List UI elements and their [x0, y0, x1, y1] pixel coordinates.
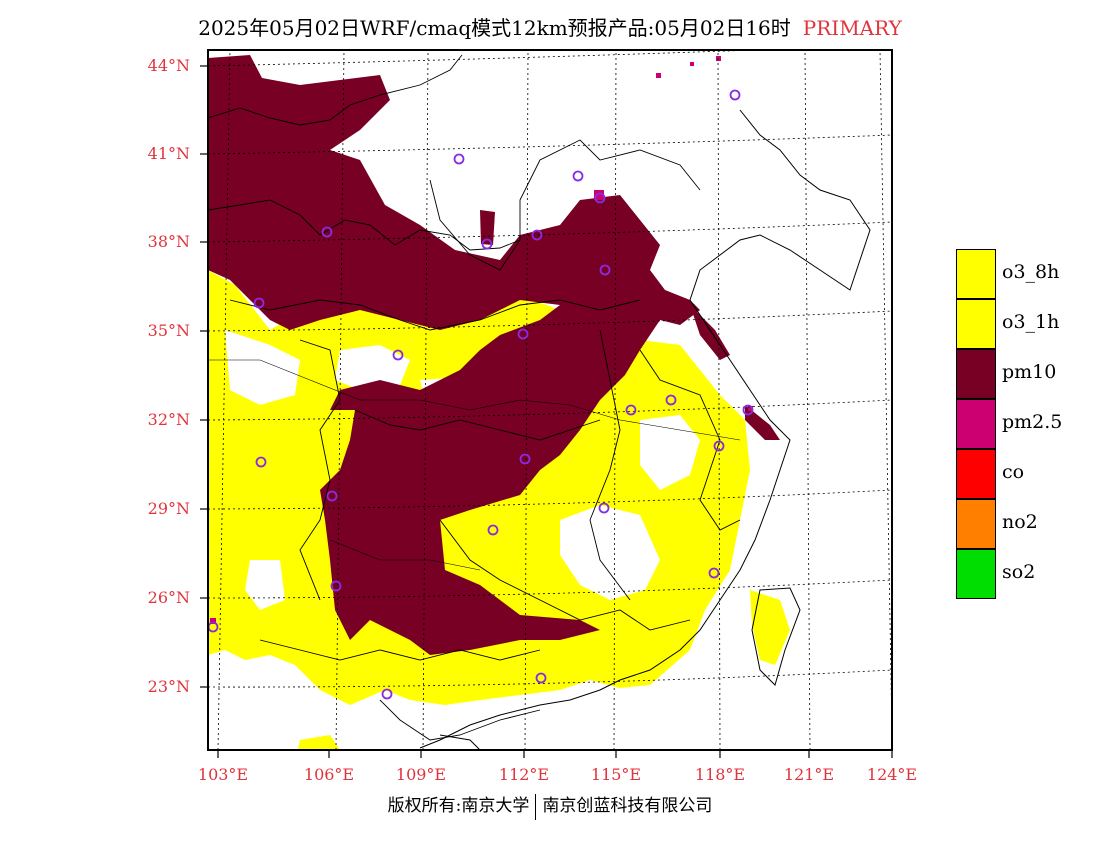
copyright-left: 版权所有:南京大学	[387, 796, 530, 816]
lon-label: 115°E	[590, 765, 642, 784]
station-circle-icon	[519, 453, 531, 465]
copyright-footer: 版权所有:南京大学 南京创蓝科技有限公司	[0, 791, 1100, 820]
lon-label: 106°E	[303, 765, 355, 784]
station-circle-icon	[535, 672, 547, 684]
station-circle-icon	[453, 153, 465, 165]
station-circle-icon	[625, 404, 637, 416]
legend-item-co: co	[956, 449, 1100, 499]
legend-label: so2	[1002, 561, 1036, 583]
primary-tag: PRIMARY	[802, 16, 902, 40]
lon-label: 109°E	[395, 765, 447, 784]
lon-label: 124°E	[866, 765, 918, 784]
coastline	[419, 109, 871, 750]
lat-label: 38°N	[147, 232, 190, 251]
map-frame	[207, 49, 893, 751]
footer-divider	[535, 793, 537, 820]
lat-label: 44°N	[147, 56, 190, 75]
station-circle-icon	[594, 192, 606, 204]
station-circle-icon	[381, 688, 393, 700]
station-circle-icon	[665, 394, 677, 406]
lat-label: 32°N	[147, 410, 190, 429]
station-circle-icon	[392, 349, 404, 361]
station-circle-icon	[517, 328, 529, 340]
station-circle-icon	[255, 456, 267, 468]
legend-item-o3-8h: o3_8h	[956, 249, 1100, 299]
legend: o3_8h o3_1h pm10 pm2.5 co no2 so2	[956, 249, 1100, 599]
station-circle-icon	[321, 226, 333, 238]
graticule	[208, 50, 892, 750]
legend-item-no2: no2	[956, 499, 1100, 549]
legend-swatch	[956, 299, 996, 349]
lon-label: 118°E	[694, 765, 746, 784]
legend-label: o3_8h	[1002, 261, 1060, 283]
legend-item-o3-1h: o3_1h	[956, 299, 1100, 349]
lon-label: 121°E	[783, 765, 835, 784]
station-circle-icon	[487, 524, 499, 536]
legend-label: no2	[1002, 511, 1038, 533]
station-circle-icon	[572, 170, 584, 182]
pm10-area	[208, 55, 780, 655]
legend-swatch	[956, 399, 996, 449]
lat-label: 41°N	[147, 144, 190, 163]
station-circle-icon	[481, 238, 493, 250]
legend-label: pm2.5	[1002, 411, 1063, 433]
station-circle-icon	[708, 567, 720, 579]
legend-swatch	[956, 549, 996, 599]
station-markers	[208, 89, 754, 700]
station-circle-icon	[330, 580, 342, 592]
lat-label: 29°N	[147, 499, 190, 518]
map-title: 2025年05月02日WRF/cmaq模式12km预报产品:05月02日16时 P…	[0, 12, 1100, 41]
station-circle-icon	[326, 490, 338, 502]
legend-swatch	[956, 449, 996, 499]
station-circle-icon	[531, 229, 543, 241]
legend-item-pm25: pm2.5	[956, 399, 1100, 449]
title-text: 2025年05月02日WRF/cmaq模式12km预报产品:05月02日16时	[198, 16, 791, 40]
station-circle-icon	[713, 440, 725, 452]
lat-label: 23°N	[147, 677, 190, 696]
lat-label: 35°N	[147, 321, 190, 340]
axis-ticks	[200, 65, 893, 758]
river-lines	[208, 359, 741, 571]
legend-swatch	[956, 249, 996, 299]
station-circle-icon	[729, 89, 741, 101]
legend-label: pm10	[1002, 361, 1057, 383]
legend-label: o3_1h	[1002, 311, 1060, 333]
legend-item-so2: so2	[956, 549, 1100, 599]
station-circle-icon	[599, 264, 611, 276]
station-circle-icon	[598, 502, 610, 514]
legend-swatch	[956, 349, 996, 399]
legend-label: co	[1002, 461, 1025, 483]
lat-label: 26°N	[147, 588, 190, 607]
station-circle-icon	[742, 404, 754, 416]
legend-item-pm10: pm10	[956, 349, 1100, 399]
lon-label: 103°E	[197, 765, 249, 784]
legend-swatch	[956, 499, 996, 549]
pm25-area	[210, 56, 753, 624]
copyright-right: 南京创蓝科技有限公司	[542, 796, 713, 816]
lon-label: 112°E	[498, 765, 550, 784]
station-circle-icon	[253, 297, 265, 309]
